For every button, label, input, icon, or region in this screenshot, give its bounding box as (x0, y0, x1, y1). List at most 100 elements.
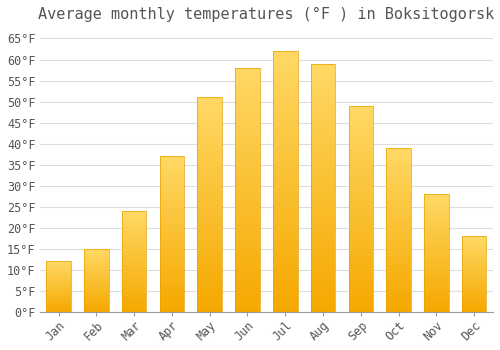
Bar (424, 220, 448, 222)
Bar (235, 112, 260, 117)
Bar (348, 275, 373, 279)
Bar (160, 162, 184, 166)
Bar (273, 103, 297, 108)
Bar (122, 261, 146, 263)
Bar (348, 209, 373, 213)
Bar (273, 166, 297, 171)
Bar (462, 307, 486, 309)
Bar (273, 155, 297, 161)
Bar (84, 265, 108, 266)
Bar (424, 281, 448, 284)
Bar (46, 264, 71, 265)
Bar (84, 259, 108, 260)
Bar (424, 234, 448, 237)
Bar (462, 245, 486, 247)
Bar (160, 268, 184, 271)
Bar (424, 218, 448, 220)
Bar (198, 234, 222, 239)
Bar (310, 198, 336, 203)
Bar (160, 302, 184, 306)
Bar (310, 252, 336, 257)
Bar (348, 106, 373, 110)
Bar (348, 180, 373, 184)
Bar (122, 211, 146, 213)
Bar (122, 235, 146, 237)
Bar (198, 269, 222, 273)
Bar (160, 281, 184, 284)
Bar (310, 64, 336, 69)
Bar (310, 64, 336, 312)
Bar (386, 230, 411, 233)
Bar (235, 244, 260, 248)
Bar (348, 135, 373, 139)
Bar (198, 127, 222, 132)
Bar (348, 118, 373, 122)
Bar (235, 287, 260, 292)
Bar (386, 174, 411, 177)
Bar (273, 286, 297, 291)
Bar (198, 166, 222, 170)
Bar (424, 276, 448, 279)
Bar (273, 202, 297, 208)
Bar (46, 289, 71, 290)
Bar (198, 260, 222, 265)
Bar (348, 106, 373, 312)
Bar (46, 286, 71, 287)
Bar (273, 301, 297, 307)
Bar (462, 248, 486, 250)
Bar (160, 250, 184, 253)
Bar (160, 225, 184, 228)
Bar (160, 203, 184, 206)
Bar (462, 270, 486, 271)
Bar (273, 140, 297, 145)
Bar (198, 239, 222, 243)
Bar (386, 240, 411, 243)
Bar (424, 305, 448, 307)
Bar (273, 197, 297, 202)
Bar (122, 296, 146, 298)
Bar (273, 260, 297, 265)
Bar (46, 305, 71, 306)
Bar (273, 229, 297, 233)
Bar (424, 199, 448, 201)
Bar (235, 121, 260, 126)
Bar (198, 162, 222, 166)
Bar (235, 68, 260, 73)
Bar (462, 241, 486, 242)
Bar (122, 280, 146, 281)
Bar (462, 281, 486, 283)
Bar (46, 265, 71, 266)
Bar (160, 231, 184, 234)
Bar (424, 274, 448, 276)
Bar (198, 132, 222, 136)
Bar (46, 299, 71, 300)
Bar (198, 187, 222, 192)
Bar (386, 190, 411, 194)
Bar (424, 253, 448, 255)
Bar (122, 215, 146, 217)
Bar (84, 249, 108, 312)
Bar (84, 254, 108, 255)
Bar (198, 102, 222, 106)
Bar (348, 242, 373, 246)
Bar (348, 188, 373, 192)
Bar (273, 181, 297, 187)
Bar (386, 171, 411, 174)
Bar (424, 298, 448, 300)
Bar (46, 284, 71, 285)
Bar (84, 310, 108, 312)
Bar (46, 266, 71, 267)
Bar (198, 119, 222, 123)
Bar (386, 250, 411, 253)
Bar (160, 240, 184, 243)
Bar (273, 124, 297, 129)
Bar (462, 280, 486, 281)
Bar (310, 307, 336, 312)
Bar (84, 278, 108, 279)
Bar (310, 148, 336, 153)
Bar (122, 223, 146, 225)
Bar (198, 230, 222, 235)
Bar (235, 73, 260, 78)
Bar (348, 238, 373, 242)
Bar (273, 176, 297, 181)
